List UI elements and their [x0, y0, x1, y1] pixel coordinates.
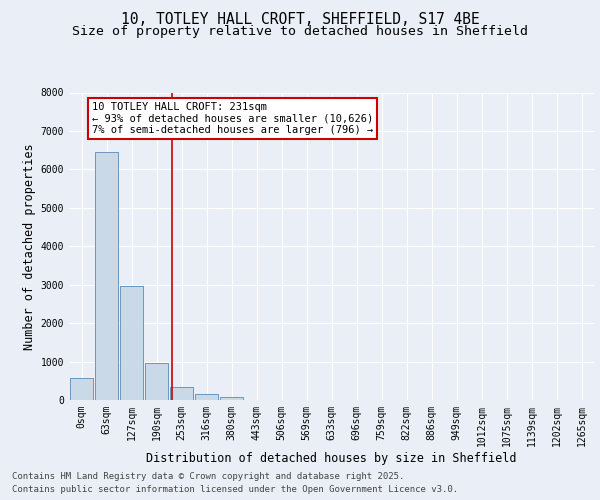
Bar: [195, 394, 218, 400]
Bar: [70, 378, 93, 400]
Bar: [120, 286, 143, 400]
Text: 10, TOTLEY HALL CROFT, SHEFFIELD, S17 4BE: 10, TOTLEY HALL CROFT, SHEFFIELD, S17 4B…: [121, 12, 479, 28]
Text: Contains HM Land Registry data © Crown copyright and database right 2025.: Contains HM Land Registry data © Crown c…: [12, 472, 404, 481]
X-axis label: Distribution of detached houses by size in Sheffield: Distribution of detached houses by size …: [146, 452, 517, 464]
Text: 10 TOTLEY HALL CROFT: 231sqm
← 93% of detached houses are smaller (10,626)
7% of: 10 TOTLEY HALL CROFT: 231sqm ← 93% of de…: [92, 102, 373, 136]
Text: Size of property relative to detached houses in Sheffield: Size of property relative to detached ho…: [72, 25, 528, 38]
Bar: [95, 152, 118, 400]
Y-axis label: Number of detached properties: Number of detached properties: [23, 143, 37, 350]
Text: Contains public sector information licensed under the Open Government Licence v3: Contains public sector information licen…: [12, 485, 458, 494]
Bar: [145, 363, 168, 400]
Bar: [220, 398, 243, 400]
Bar: [170, 386, 193, 400]
